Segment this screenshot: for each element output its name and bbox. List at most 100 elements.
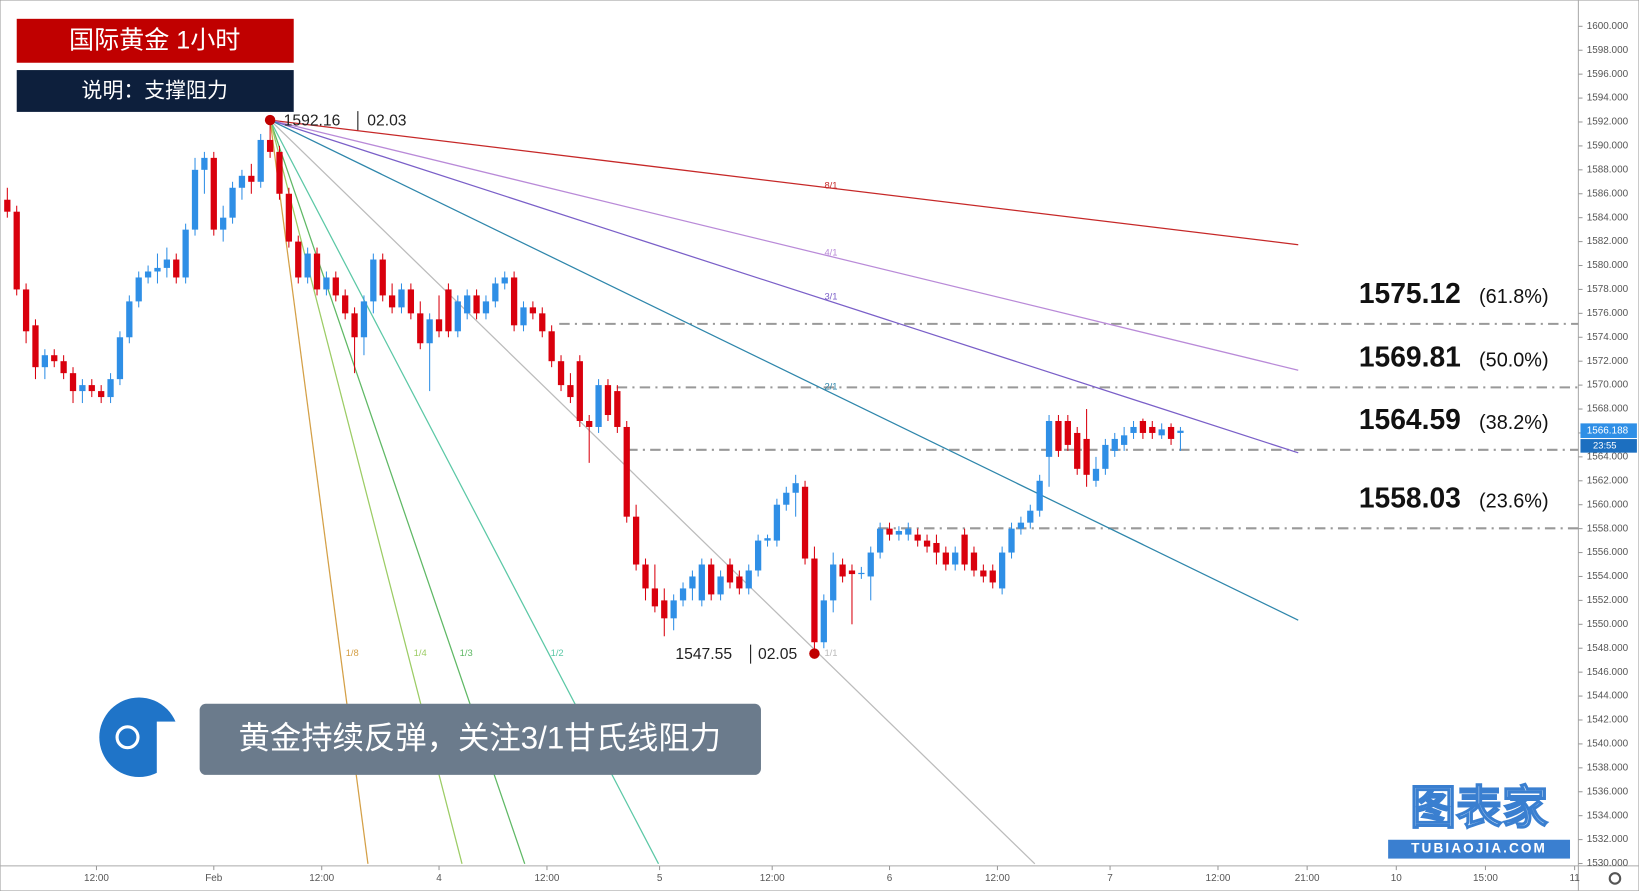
- candle-body: [1055, 420, 1062, 451]
- gann-label: 1/2: [551, 647, 564, 658]
- separator: │: [746, 644, 756, 664]
- candle-body: [144, 271, 152, 278]
- y-tick-label: 1586.000: [1587, 188, 1629, 199]
- level-ratio: (23.6%): [1479, 490, 1549, 512]
- candle-body: [520, 307, 527, 326]
- y-tick-label: 1540.000: [1587, 739, 1629, 750]
- candle-body: [379, 259, 386, 296]
- candle-body: [801, 486, 809, 559]
- candle-body: [830, 564, 837, 601]
- y-tick-label: 1546.000: [1587, 667, 1629, 678]
- candle-body: [811, 558, 818, 643]
- watermark: 图表家 TUBIAOJIA.COM: [1388, 781, 1571, 859]
- candle-body: [445, 289, 452, 332]
- gann-label: 3/1: [824, 290, 837, 301]
- level-price: 1558.03: [1359, 481, 1461, 513]
- x-tick-label: 12:00: [985, 873, 1010, 884]
- candle-body: [895, 531, 903, 535]
- candle-body: [173, 259, 180, 278]
- y-tick-label: 1588.000: [1587, 164, 1629, 175]
- x-tick-label: 12:00: [309, 873, 334, 884]
- y-tick-label: 1594.000: [1587, 93, 1629, 104]
- last-price-tag: [1580, 423, 1637, 439]
- candle-body: [323, 277, 330, 290]
- candle-body: [285, 193, 293, 242]
- candle-body: [1027, 510, 1034, 523]
- candle-body: [1083, 438, 1090, 475]
- candle-body: [961, 534, 968, 565]
- candle-body: [933, 542, 940, 553]
- candle-body: [642, 564, 649, 589]
- low-date: 02.05: [758, 646, 797, 663]
- settings[interactable]: [1608, 872, 1622, 885]
- y-tick-label: 1572.000: [1587, 356, 1629, 367]
- y-tick-label: 1534.000: [1587, 810, 1629, 821]
- y-tick-label: 1582.000: [1587, 236, 1629, 247]
- candle-body: [539, 313, 546, 332]
- watermark-bg: [1388, 839, 1571, 859]
- candle-body: [679, 588, 687, 601]
- candle-body: [886, 528, 893, 535]
- candle-body: [501, 277, 508, 284]
- candle-body: [923, 540, 931, 547]
- x-tick-label: 12:00: [760, 873, 785, 884]
- y-tick-label: 1532.000: [1587, 834, 1629, 845]
- subtitle-bg: [16, 70, 294, 112]
- candle-body: [454, 301, 461, 332]
- chart-title: 国际黄金 1小时: [69, 26, 240, 54]
- gann-line: [270, 119, 1299, 246]
- y-tick-label: 1576.000: [1587, 308, 1629, 319]
- y-tick-label: 1564.000: [1587, 451, 1629, 462]
- candle-body: [914, 534, 921, 541]
- gann-line: [269, 119, 1036, 865]
- candle-body: [435, 319, 443, 332]
- level-ratio: (38.2%): [1479, 412, 1549, 434]
- candle-body: [848, 570, 856, 575]
- candle-body: [69, 373, 77, 392]
- caption-box: 黄金持续反弹，关注3/1甘氏线阻力: [99, 697, 761, 780]
- candle-body: [210, 157, 217, 230]
- candle-body: [370, 259, 377, 302]
- y-tick-label: 1562.000: [1587, 475, 1629, 486]
- candle-body: [1111, 438, 1118, 451]
- logo-cut: [156, 721, 189, 780]
- candle-body: [623, 426, 630, 517]
- candle-body: [689, 576, 696, 589]
- candle-body: [191, 169, 199, 230]
- watermark-site: TUBIAOJIA.COM: [1411, 841, 1547, 856]
- gann-line: [269, 119, 1299, 454]
- candle-body: [998, 552, 1006, 589]
- candle-body: [876, 528, 884, 553]
- x-tick-label: 15:00: [1473, 873, 1498, 884]
- candle-body: [41, 355, 48, 368]
- y-tick-label: 1584.000: [1587, 212, 1629, 223]
- x-tick-label: 12:00: [535, 873, 560, 884]
- candle-body: [586, 420, 593, 427]
- gann-label: 1/4: [414, 647, 427, 658]
- candle-body: [764, 538, 771, 541]
- candle-body: [88, 385, 95, 392]
- countdown-tag: [1580, 439, 1637, 453]
- caption-bg: [199, 703, 761, 775]
- candle-body: [22, 289, 30, 332]
- y-tick-label: 1544.000: [1587, 691, 1629, 702]
- candle-body: [407, 289, 415, 314]
- candle-body: [942, 552, 949, 565]
- x-tick-label: 12:00: [84, 873, 109, 884]
- x-tick-label: 12:00: [1206, 873, 1231, 884]
- settings-icon[interactable]: [1608, 872, 1622, 885]
- candle-body: [201, 157, 208, 170]
- high-price: 1592.16: [284, 112, 341, 129]
- candle-body: [51, 355, 58, 362]
- candle-body: [464, 295, 471, 314]
- candle-body: [98, 391, 105, 398]
- y-tick-label: 1548.000: [1587, 643, 1629, 654]
- candle-body: [1008, 528, 1015, 553]
- candle-body: [32, 325, 39, 368]
- candle-body: [1045, 420, 1053, 457]
- candle-body: [332, 277, 339, 296]
- y-tick-label: 1598.000: [1587, 45, 1629, 56]
- y-tick-label: 1592.000: [1587, 117, 1629, 128]
- candle-body: [1167, 426, 1175, 439]
